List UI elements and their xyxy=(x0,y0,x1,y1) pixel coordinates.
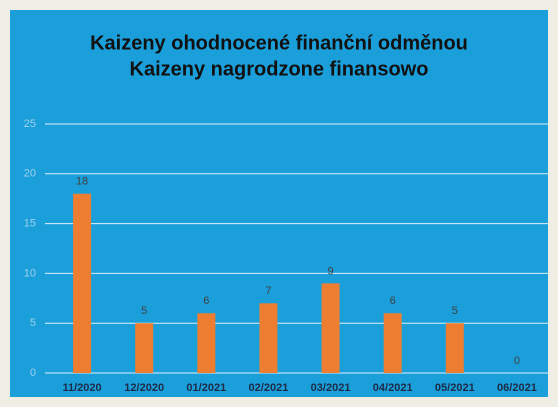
y-tick-label: 0 xyxy=(30,367,36,379)
bar xyxy=(259,303,278,373)
bar xyxy=(445,323,464,373)
data-label: 7 xyxy=(265,285,271,297)
bar xyxy=(383,313,402,373)
bar xyxy=(135,323,154,373)
bar xyxy=(321,283,340,373)
data-label: 9 xyxy=(328,265,334,277)
y-tick-label: 15 xyxy=(24,218,36,230)
y-tick-label: 25 xyxy=(24,118,36,130)
chart-title: Kaizeny nagrodzone finansowo xyxy=(130,58,429,80)
x-tick-label: 05/2021 xyxy=(435,382,475,394)
bar xyxy=(73,193,92,373)
x-tick-label: 12/2020 xyxy=(124,382,164,394)
y-tick-label: 20 xyxy=(24,168,36,180)
x-tick-label: 06/2021 xyxy=(497,382,537,394)
data-label: 5 xyxy=(452,305,458,317)
x-tick-label: 11/2020 xyxy=(62,382,101,394)
data-label: 0 xyxy=(514,355,520,367)
y-tick-label: 5 xyxy=(30,317,36,329)
chart-title: Kaizeny ohodnocené finanční odměnou xyxy=(90,32,468,54)
data-label: 5 xyxy=(141,305,147,317)
x-tick-label: 04/2021 xyxy=(373,382,413,394)
bar xyxy=(197,313,216,373)
data-label: 6 xyxy=(203,295,209,307)
y-tick-label: 10 xyxy=(24,267,36,279)
x-tick-label: 02/2021 xyxy=(249,382,289,394)
data-label: 6 xyxy=(390,295,396,307)
data-label: 18 xyxy=(76,176,88,188)
x-tick-label: 01/2021 xyxy=(186,382,226,394)
x-tick-label: 03/2021 xyxy=(311,382,351,394)
